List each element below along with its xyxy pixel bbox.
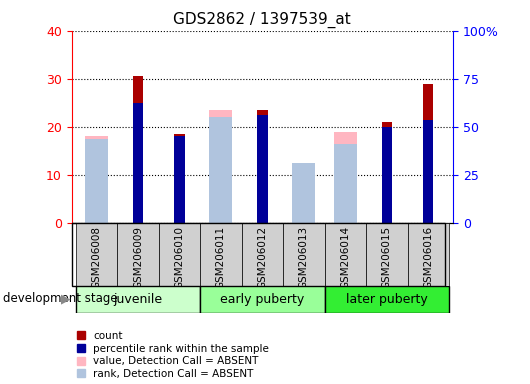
Bar <box>200 286 324 313</box>
Bar <box>293 163 315 223</box>
Bar <box>334 144 357 223</box>
Bar <box>174 134 184 223</box>
Bar <box>257 110 268 223</box>
Bar <box>85 139 108 223</box>
Bar <box>257 115 268 223</box>
Bar <box>382 122 392 223</box>
Text: early puberty: early puberty <box>220 293 304 306</box>
Text: GSM206009: GSM206009 <box>133 226 143 289</box>
Bar <box>423 119 434 223</box>
Bar <box>324 286 449 313</box>
Text: GSM206013: GSM206013 <box>299 226 309 289</box>
Bar <box>85 136 108 223</box>
Bar <box>209 117 232 223</box>
Bar <box>158 223 200 286</box>
Text: GSM206012: GSM206012 <box>258 226 267 289</box>
Bar <box>174 136 184 223</box>
Text: GSM206016: GSM206016 <box>423 226 433 289</box>
Text: juvenile: juvenile <box>113 293 163 306</box>
Text: ▶: ▶ <box>61 292 70 305</box>
Text: GSM206011: GSM206011 <box>216 226 226 289</box>
Text: GSM206015: GSM206015 <box>382 226 392 289</box>
Text: development stage: development stage <box>3 292 117 305</box>
Text: GSM206008: GSM206008 <box>92 226 101 289</box>
Bar <box>242 223 283 286</box>
Bar <box>132 76 143 223</box>
Bar <box>366 223 408 286</box>
Title: GDS2862 / 1397539_at: GDS2862 / 1397539_at <box>173 12 351 28</box>
Bar <box>324 223 366 286</box>
Bar <box>76 223 117 286</box>
Bar <box>408 223 449 286</box>
Bar <box>293 187 315 223</box>
Bar <box>200 223 242 286</box>
Bar <box>423 84 434 223</box>
Bar <box>209 110 232 223</box>
Bar <box>76 286 200 313</box>
Bar <box>132 103 143 223</box>
Bar <box>283 223 324 286</box>
Legend: count, percentile rank within the sample, value, Detection Call = ABSENT, rank, : count, percentile rank within the sample… <box>77 331 269 379</box>
Bar <box>117 223 158 286</box>
Text: GSM206014: GSM206014 <box>340 226 350 289</box>
Text: later puberty: later puberty <box>346 293 428 306</box>
Text: GSM206010: GSM206010 <box>174 226 184 289</box>
Bar <box>382 127 392 223</box>
Bar <box>334 131 357 223</box>
